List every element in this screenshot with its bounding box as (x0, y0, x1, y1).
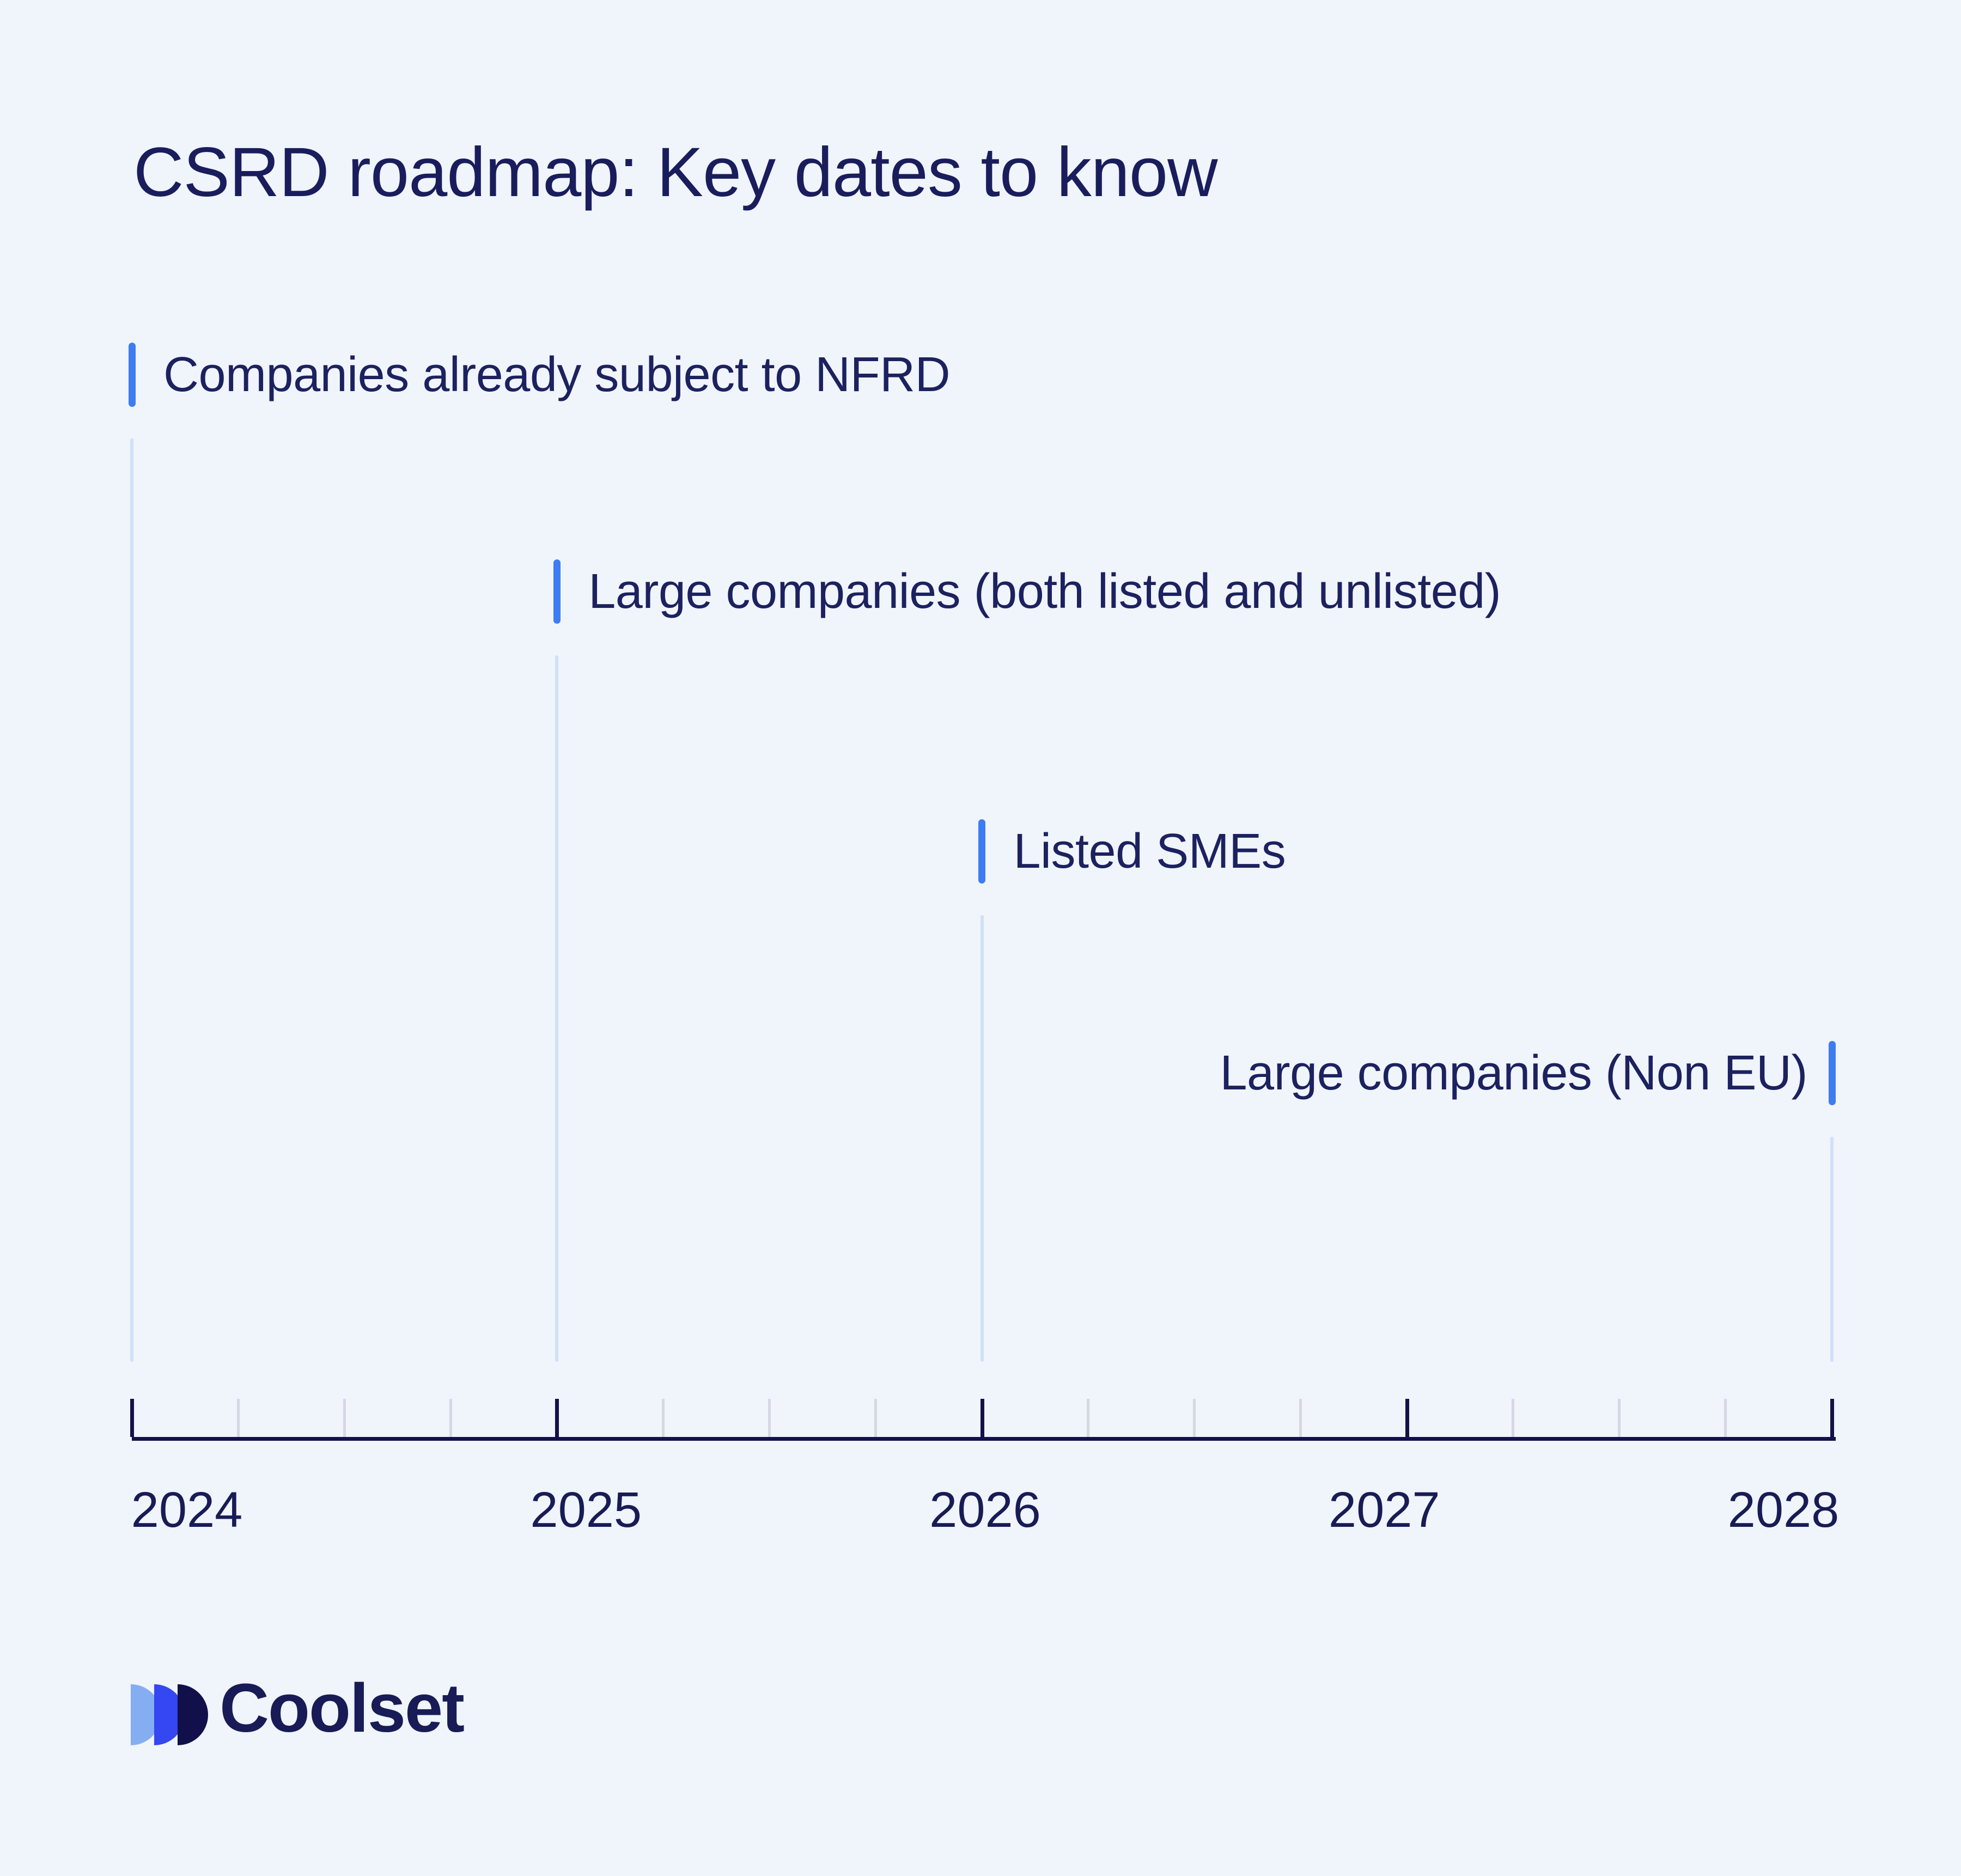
axis-year-label: 2026 (929, 1482, 1041, 1538)
axis-major-tick (130, 1399, 134, 1437)
milestone-marker (128, 343, 136, 407)
axis-minor-tick (1299, 1399, 1302, 1437)
axis-minor-tick (236, 1399, 240, 1437)
milestone-stem-line (555, 655, 559, 1362)
axis-minor-tick (768, 1399, 771, 1437)
axis-minor-tick (1512, 1399, 1515, 1437)
axis-minor-tick (1087, 1399, 1090, 1437)
axis-year-label: 2025 (530, 1482, 642, 1538)
axis-baseline (132, 1437, 1836, 1441)
axis-minor-tick (874, 1399, 877, 1437)
page-title: CSRD roadmap: Key dates to know (133, 133, 1217, 211)
axis-minor-tick (661, 1399, 665, 1437)
axis-minor-tick (343, 1399, 346, 1437)
axis-year-label: 2027 (1328, 1482, 1440, 1538)
logo-wordmark: Coolset (220, 1670, 465, 1746)
milestone-marker (1828, 1041, 1836, 1105)
axis-major-tick (1405, 1399, 1409, 1437)
milestone-stem-line (1830, 1137, 1834, 1362)
milestone-stem-line (130, 438, 133, 1362)
milestone-label: Companies already subject to NFRD (163, 348, 951, 402)
axis-major-tick (980, 1399, 984, 1437)
axis-major-tick (555, 1399, 559, 1437)
axis-major-tick (1830, 1399, 1834, 1437)
milestone-marker (553, 559, 561, 624)
axis-minor-tick (1193, 1399, 1196, 1437)
axis-minor-tick (1724, 1399, 1727, 1437)
milestone-marker (978, 819, 985, 884)
milestone-label: Large companies (both listed and unliste… (588, 564, 1501, 619)
axis-year-label: 2024 (131, 1482, 243, 1538)
milestone-stem-line (980, 915, 984, 1362)
logo-disc-navy (178, 1684, 208, 1745)
axis-year-label: 2028 (1727, 1482, 1840, 1538)
milestone-label: Listed SMEs (1013, 824, 1286, 879)
axis-minor-tick (1618, 1399, 1621, 1437)
axis-minor-tick (449, 1399, 452, 1437)
coolset-logo-icon (131, 1684, 208, 1745)
milestone-label: Large companies (Non EU) (1220, 1046, 1807, 1100)
